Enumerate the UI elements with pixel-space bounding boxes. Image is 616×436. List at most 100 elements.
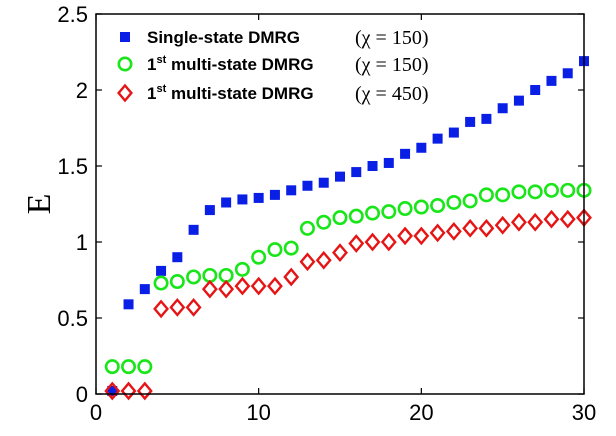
data-point <box>123 299 134 310</box>
legend-label-rest: multi-state DMRG <box>166 84 313 103</box>
data-point <box>397 226 414 246</box>
data-point <box>201 279 218 299</box>
data-point <box>136 381 153 401</box>
legend: Single-state DMRG (χ = 150)1st multi-stat… <box>117 27 428 105</box>
data-point <box>543 182 559 198</box>
data-point <box>365 205 381 221</box>
data-point <box>186 269 202 285</box>
data-point <box>495 187 511 203</box>
data-point <box>221 197 232 208</box>
data-point <box>172 252 183 263</box>
data-point <box>153 275 169 291</box>
data-point <box>413 226 430 246</box>
data-point <box>559 209 576 229</box>
data-point <box>299 220 315 236</box>
data-point <box>527 184 543 200</box>
data-point <box>218 279 235 299</box>
data-point <box>104 359 120 375</box>
x-tick-label: 20 <box>409 400 433 425</box>
data-point <box>380 232 397 252</box>
legend-label-rest: multi-state DMRG <box>166 55 313 74</box>
data-point <box>269 189 280 200</box>
data-point <box>169 298 186 317</box>
data-point <box>121 359 137 375</box>
data-point <box>251 249 267 265</box>
y-tick-label: 2 <box>76 78 88 103</box>
data-point <box>397 201 413 217</box>
legend-label-main: 1 <box>147 84 156 103</box>
y-tick-label: 1 <box>76 230 88 255</box>
legend-label: 1st multi-state DMRG <box>147 83 314 103</box>
data-point <box>104 381 121 401</box>
data-point <box>510 212 527 232</box>
data-point <box>478 187 494 203</box>
legend-label-main: Single-state DMRG <box>147 28 300 47</box>
data-point <box>234 261 250 277</box>
data-point <box>316 214 332 230</box>
data-point <box>448 127 459 138</box>
axis-ticks: 0 10 20 30 0 0.5 1 1.5 2 2.5 <box>57 2 596 425</box>
data-point <box>494 215 511 235</box>
data-point <box>348 234 365 253</box>
y-tick-label: 0 <box>76 382 88 407</box>
legend-label-sup: st <box>156 83 166 95</box>
legend-label-sup: st <box>156 54 166 66</box>
data-point <box>302 180 313 191</box>
data-point <box>383 157 394 168</box>
y-tick-label: 2.5 <box>57 2 88 27</box>
legend-entry: Single-state DMRG (χ = 150) <box>120 27 428 49</box>
data-point <box>156 265 167 276</box>
data-point <box>283 240 299 256</box>
series-2 <box>104 208 592 401</box>
data-point <box>513 95 524 106</box>
data-point <box>348 208 364 224</box>
data-point <box>335 171 345 182</box>
data-point <box>139 284 150 295</box>
data-point <box>560 182 576 198</box>
data-point <box>267 242 283 258</box>
y-axis-label: E <box>21 194 58 215</box>
legend-label: 1st multi-state DMRG <box>147 54 314 74</box>
data-point <box>250 276 267 296</box>
legend-marker <box>117 56 133 72</box>
data-point <box>299 252 316 272</box>
data-point <box>315 250 332 270</box>
data-point <box>546 75 557 86</box>
x-tick-label: 10 <box>246 400 270 425</box>
data-point <box>107 385 118 396</box>
data-point <box>530 85 541 95</box>
data-point <box>462 193 478 209</box>
x-tick-label: 0 <box>90 400 102 425</box>
y-tick-label: 1.5 <box>57 154 88 179</box>
data-point <box>234 276 251 296</box>
data-point <box>465 116 476 127</box>
data-point <box>381 204 397 220</box>
data-point <box>511 184 527 200</box>
data-point <box>283 267 300 287</box>
data-point <box>332 243 348 262</box>
legend-chi-label: (χ = 150) <box>355 54 428 76</box>
legend-chi-label: (χ = 150) <box>355 27 428 49</box>
data-point <box>400 148 411 159</box>
data-point <box>318 177 329 188</box>
data-point <box>562 68 573 79</box>
data-point <box>429 223 446 243</box>
data-point <box>188 224 199 235</box>
legend-marker <box>120 32 130 42</box>
data-point <box>266 276 283 296</box>
legend-entry: 1st multi-state DMRG (χ = 150) <box>117 54 428 76</box>
data-point <box>237 194 248 205</box>
data-point <box>351 167 362 178</box>
data-point <box>137 359 153 375</box>
data-point <box>332 210 348 226</box>
data-point <box>432 133 443 144</box>
legend-chi-label: (χ = 450) <box>355 83 428 105</box>
plot-frame <box>95 13 585 395</box>
data-point <box>445 222 462 241</box>
y-tick-label: 0.5 <box>57 306 88 331</box>
data-point <box>153 299 170 319</box>
data-point <box>367 161 378 171</box>
data-point <box>430 198 446 214</box>
